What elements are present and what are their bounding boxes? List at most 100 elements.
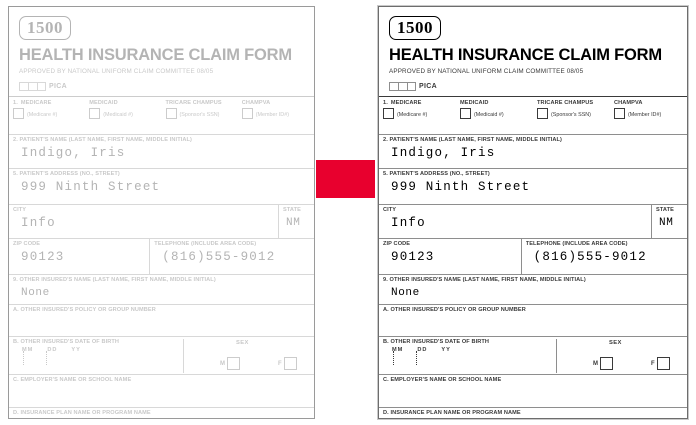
field-value: 999 Ninth Street [391,180,531,194]
row-other-insured-policy: a. OTHER INSURED'S POLICY OR GROUP NUMBE… [9,305,314,337]
row-program-type: 1. MEDICARE (Medicare #) MEDICAID (Medica… [9,97,314,135]
page-title: HEALTH INSURANCE CLAIM FORM [19,46,292,64]
form-header: 1500 HEALTH INSURANCE CLAIM FORM APPROVE… [9,7,314,92]
program-tricare[interactable]: TRICARE CHAMPUS (Sponsor's SSN) [162,97,238,134]
field-sex[interactable]: SEX M F [183,339,310,373]
row-other-insured-name: 9. OTHER INSURED'S NAME (Last Name, Firs… [379,275,687,305]
sex-female-option[interactable]: F [651,357,670,370]
field-value: Indigo, Iris [21,146,126,160]
pica-box-3[interactable] [37,82,46,91]
field-patient-address[interactable]: 5. PATIENT'S ADDRESS (No., Street) 999 N… [9,169,314,204]
claim-form-sheet: 1500 HEALTH INSURANCE CLAIM FORM APPROVE… [9,7,314,418]
field-other-insured-policy[interactable]: a. OTHER INSURED'S POLICY OR GROUP NUMBE… [379,305,687,336]
checkbox-champva[interactable] [241,107,253,119]
pica-box-3[interactable] [407,82,416,91]
pica-label: PICA [419,83,437,90]
sex-female-label: F [651,360,655,367]
field-zip[interactable]: ZIP CODE 90123 [379,239,521,274]
field-other-insured-dob[interactable]: b. OTHER INSURED'S DATE OF BIRTH MM DD Y… [9,337,314,374]
program-sublabel: (Member ID#) [255,112,289,118]
checkbox-medicaid[interactable] [89,107,101,119]
row-other-insured-policy: a. OTHER INSURED'S POLICY OR GROUP NUMBE… [379,305,687,337]
pica-box-1[interactable] [19,82,28,91]
dob-mm: MM [392,347,404,353]
row-employer: c. EMPLOYER'S NAME OR SCHOOL NAME [379,375,687,408]
field-employer[interactable]: c. EMPLOYER'S NAME OR SCHOOL NAME [9,375,314,407]
field-other-insured-name[interactable]: 9. OTHER INSURED'S NAME (Last Name, Firs… [379,275,687,304]
pica-box-1[interactable] [389,82,398,91]
field-label: CITY [383,207,397,213]
sex-male-option[interactable]: M [593,357,613,370]
field-patient-name[interactable]: 2. PATIENT'S NAME (Last Name, First Name… [379,135,687,168]
row-employer: c. EMPLOYER'S NAME OR SCHOOL NAME [9,375,314,408]
field-state[interactable]: STATE NM [651,205,687,238]
field-value: None [21,287,50,299]
field-label: a. OTHER INSURED'S POLICY OR GROUP NUMBE… [13,307,156,313]
pica-box-2[interactable] [398,82,407,91]
field-patient-address[interactable]: 5. PATIENT'S ADDRESS (No., Street) 999 N… [379,169,687,204]
checkbox-sex-male[interactable] [600,357,613,370]
sex-female-option[interactable]: F [278,357,297,370]
checkbox-sex-female[interactable] [283,357,297,370]
field-other-insured-dob[interactable]: b. OTHER INSURED'S DATE OF BIRTH MM DD Y… [379,337,687,374]
field-label: c. EMPLOYER'S NAME OR SCHOOL NAME [383,377,502,383]
field-sex[interactable]: SEX M F [556,339,683,373]
field-city[interactable]: CITY Info [9,205,278,238]
program-medicare[interactable]: 1. MEDICARE (Medicare #) [379,97,456,134]
checkbox-champva[interactable] [614,107,625,119]
checkbox-medicare[interactable] [383,107,394,119]
checkbox-tricare[interactable] [537,107,548,119]
panel-enhanced-contrast-scan: 1500 HEALTH INSURANCE CLAIM FORM APPROVE… [378,6,688,419]
field-label: STATE [656,207,675,213]
field-insurance-plan[interactable]: d. INSURANCE PLAN NAME OR PROGRAM NAME [379,408,687,418]
checkbox-sex-male[interactable] [227,357,240,370]
form-grid: 1. MEDICARE (Medicare #) MEDICAID (Medica… [379,96,687,418]
checkbox-tricare[interactable] [165,107,177,119]
field-label: TELEPHONE (Include Area Code) [154,241,257,247]
field-label: d. INSURANCE PLAN NAME OR PROGRAM NAME [13,410,151,416]
program-champva[interactable]: CHAMPVA (Member ID#) [610,97,687,134]
field-label: b. OTHER INSURED'S DATE OF BIRTH [13,339,120,345]
program-champva[interactable]: CHAMPVA (Member ID#) [238,97,314,134]
program-medicare[interactable]: 1. MEDICARE (Medicare #) [9,97,85,134]
field-insurance-plan[interactable]: d. INSURANCE PLAN NAME OR PROGRAM NAME [9,408,314,418]
field-employer[interactable]: c. EMPLOYER'S NAME OR SCHOOL NAME [379,375,687,407]
field-zip[interactable]: ZIP CODE 90123 [9,239,149,274]
sex-label: SEX [609,340,622,346]
sex-female-label: F [278,360,282,367]
program-medicaid[interactable]: MEDICAID (Medicaid #) [85,97,161,134]
program-medicaid[interactable]: MEDICAID (Medicaid #) [456,97,533,134]
pica-row: PICA [389,81,687,92]
pica-box-2[interactable] [28,82,37,91]
program-label: MEDICARE [390,100,422,106]
pica-row: PICA [19,81,314,92]
field-value: (816)555-9012 [533,250,647,264]
field-value: 999 Ninth Street [21,180,161,194]
field-label: 2. PATIENT'S NAME (Last Name, First Name… [383,137,562,143]
field-telephone[interactable]: TELEPHONE (Include Area Code) (816)555-9… [149,239,314,274]
field-city[interactable]: CITY Info [379,205,651,238]
field-other-insured-name[interactable]: 9. OTHER INSURED'S NAME (Last Name, Firs… [9,275,314,304]
field-value [383,314,687,316]
field-other-insured-policy[interactable]: a. OTHER INSURED'S POLICY OR GROUP NUMBE… [9,305,314,336]
program-sublabel: (Medicaid #) [474,112,504,118]
dob-divider-ticks [23,351,47,365]
checkbox-medicaid[interactable] [460,107,471,119]
dob-dd: DD [47,347,58,353]
field-label: STATE [283,207,302,213]
form-number-badge: 1500 [19,16,71,40]
field-patient-name[interactable]: 2. PATIENT'S NAME (Last Name, First Name… [9,135,314,168]
checkbox-medicare[interactable] [13,107,24,119]
field-label: b. OTHER INSURED'S DATE OF BIRTH [383,339,490,345]
dob-format-hint: MM DD YY [383,347,687,353]
field-telephone[interactable]: TELEPHONE (Include Area Code) (816)555-9… [520,239,687,274]
program-tricare[interactable]: TRICARE CHAMPUS (Sponsor's SSN) [533,97,610,134]
pica-label: PICA [49,83,67,90]
dob-dd: DD [417,347,428,353]
checkbox-sex-female[interactable] [656,357,670,370]
field-state[interactable]: STATE NM [278,205,314,238]
sex-male-option[interactable]: M [220,357,240,370]
field-label: d. INSURANCE PLAN NAME OR PROGRAM NAME [383,410,521,416]
approval-note: APPROVED BY NATIONAL UNIFORM CLAIM COMMI… [389,68,584,75]
field-label: 9. OTHER INSURED'S NAME (Last Name, Firs… [383,277,586,283]
